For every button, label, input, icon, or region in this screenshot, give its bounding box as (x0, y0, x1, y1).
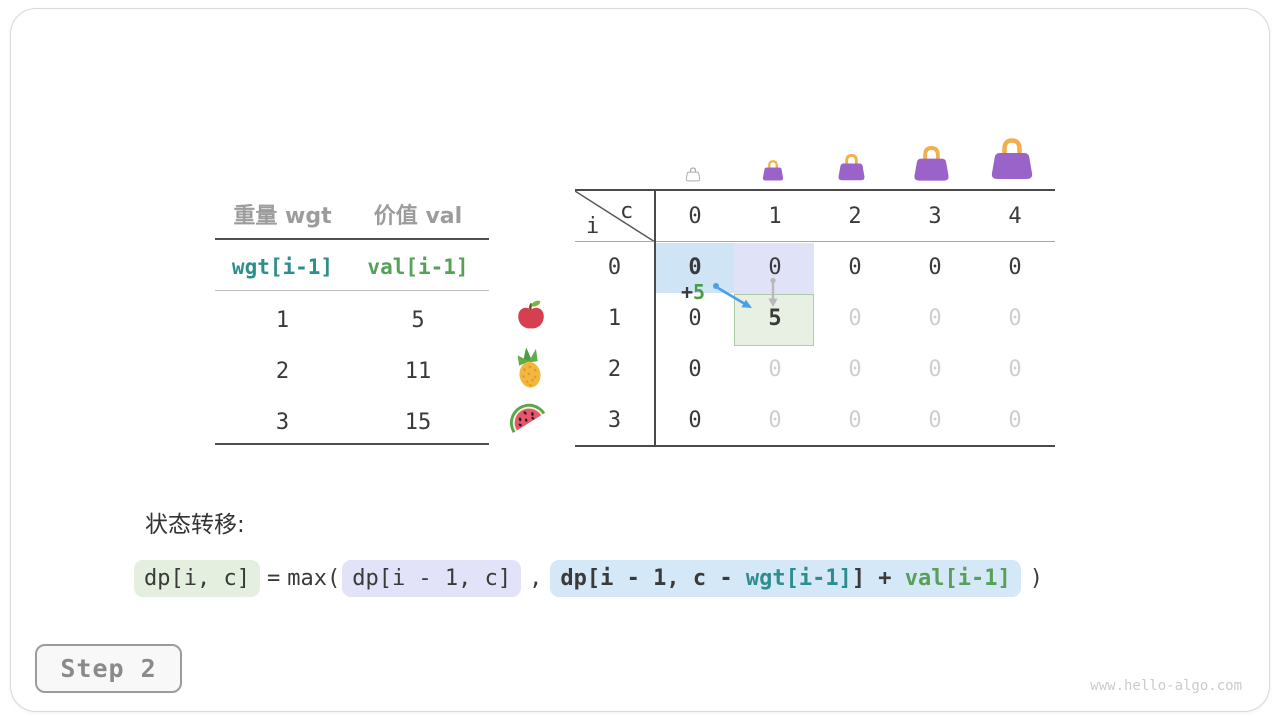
formula-arg2-prefix: dp[i - 1, c - (560, 566, 746, 591)
formula-equals: = (266, 566, 281, 591)
dp-table-cells: 0 0 0 0 0 0 5 0 0 0 0 0 0 0 0 0 0 0 0 0 (655, 242, 1055, 446)
dp-cell-1-0: 0 (688, 306, 702, 331)
dp-table-vertical-rule (654, 189, 656, 447)
step-badge: Step 2 (35, 644, 182, 693)
formula-arg2-wgt: wgt[i-1] (745, 566, 852, 591)
items-table-header-value: 价值 val (373, 204, 463, 229)
dp-cell-0-0: 0 (688, 255, 702, 280)
dp-table-row-headers: 0 1 2 3 (575, 242, 654, 446)
formula-arg2-mid: ] + (851, 566, 905, 591)
dp-cell-1-3: 0 (928, 306, 942, 331)
row-header-2: 2 (607, 357, 622, 382)
item-3-weight: 3 (275, 410, 290, 435)
watermark: www.hello-algo.com (1090, 678, 1242, 694)
item-2-weight: 2 (275, 359, 290, 384)
col-header-2: 2 (848, 203, 862, 229)
dp-cell-2-1: 0 (768, 357, 782, 382)
col-header-4: 4 (1008, 203, 1022, 229)
dp-cell-0-4: 0 (1008, 255, 1022, 280)
gray-down-arrow-icon (768, 277, 778, 307)
dp-cell-2-2: 0 (848, 357, 862, 382)
col-header-0: 0 (688, 203, 702, 229)
dp-table-col-variable: c (620, 199, 634, 224)
row-header-0: 0 (607, 255, 622, 280)
bag-capacity-3-icon (911, 145, 952, 188)
col-header-3: 3 (928, 203, 942, 229)
dp-cell-2-4: 0 (1008, 357, 1022, 382)
plus-sign: + (681, 280, 694, 304)
formula-comma: , (529, 566, 543, 591)
dp-table-diagonal (575, 191, 655, 242)
dp-cell-3-2: 0 (848, 408, 862, 433)
dp-cell-1-1: 5 (768, 306, 782, 331)
transition-annotation: +5 (681, 280, 705, 304)
bag-capacity-2-icon (836, 153, 867, 187)
state-transition-formula: dp[i, c] = max( dp[i - 1, c] , dp[i - 1,… (134, 560, 1043, 597)
formula-arg2-val: val[i-1] (904, 566, 1011, 591)
added-value: 5 (693, 280, 706, 304)
item-1-weight: 1 (275, 308, 290, 333)
formula-arg1: dp[i - 1, c] (342, 560, 522, 597)
dp-cell-3-1: 0 (768, 408, 782, 433)
col-header-1: 1 (768, 203, 782, 229)
items-table-header-weight: 重量 wgt (233, 204, 332, 229)
item-2-value: 11 (404, 359, 432, 384)
dp-cell-2-3: 0 (928, 357, 942, 382)
formula-lhs: dp[i, c] (134, 560, 260, 597)
item-1-value: 5 (411, 308, 425, 333)
state-transition-label: 状态转移: (145, 512, 245, 538)
items-table-val-formula: val[i-1] (367, 255, 469, 279)
highlight-cell-0-0 (656, 243, 734, 293)
dp-table-column-headers: 0 1 2 3 4 (655, 192, 1055, 240)
dp-cell-3-0: 0 (688, 408, 702, 433)
watermelon-icon (507, 400, 551, 444)
items-table-wgt-formula: wgt[i-1] (231, 255, 334, 279)
pineapple-icon (511, 346, 549, 394)
dp-table-header-rule (575, 241, 1055, 242)
dp-table-bottom-rule (575, 445, 1055, 447)
items-table-top-rule (215, 238, 489, 240)
bag-capacity-0-icon (685, 166, 701, 187)
dp-table-row-variable: i (586, 214, 600, 239)
dp-cell-3-4: 0 (1008, 408, 1022, 433)
dp-cell-1-4: 0 (1008, 306, 1022, 331)
dp-cell-0-2: 0 (848, 255, 862, 280)
formula-close-paren: ) (1029, 566, 1044, 591)
item-3-value: 15 (404, 410, 432, 435)
bag-capacity-4-icon (988, 137, 1036, 187)
dp-table-top-rule (575, 189, 1055, 191)
dp-cell-2-0: 0 (688, 357, 702, 382)
blue-transition-arrow-icon (713, 283, 752, 308)
apple-icon (515, 297, 547, 335)
items-table-bottom-rule (215, 443, 489, 445)
bag-capacity-1-icon (761, 159, 785, 187)
dp-cell-1-2: 0 (848, 306, 862, 331)
row-header-1: 1 (607, 306, 622, 331)
items-table-mid-rule (215, 290, 489, 291)
dp-cell-0-1: 0 (768, 255, 782, 280)
formula-arg2: dp[i - 1, c - wgt[i-1]] + val[i-1] (550, 560, 1021, 597)
formula-max-open: max( (287, 566, 341, 591)
dp-cell-0-3: 0 (928, 255, 942, 280)
dp-cell-3-3: 0 (928, 408, 942, 433)
row-header-3: 3 (607, 408, 622, 433)
